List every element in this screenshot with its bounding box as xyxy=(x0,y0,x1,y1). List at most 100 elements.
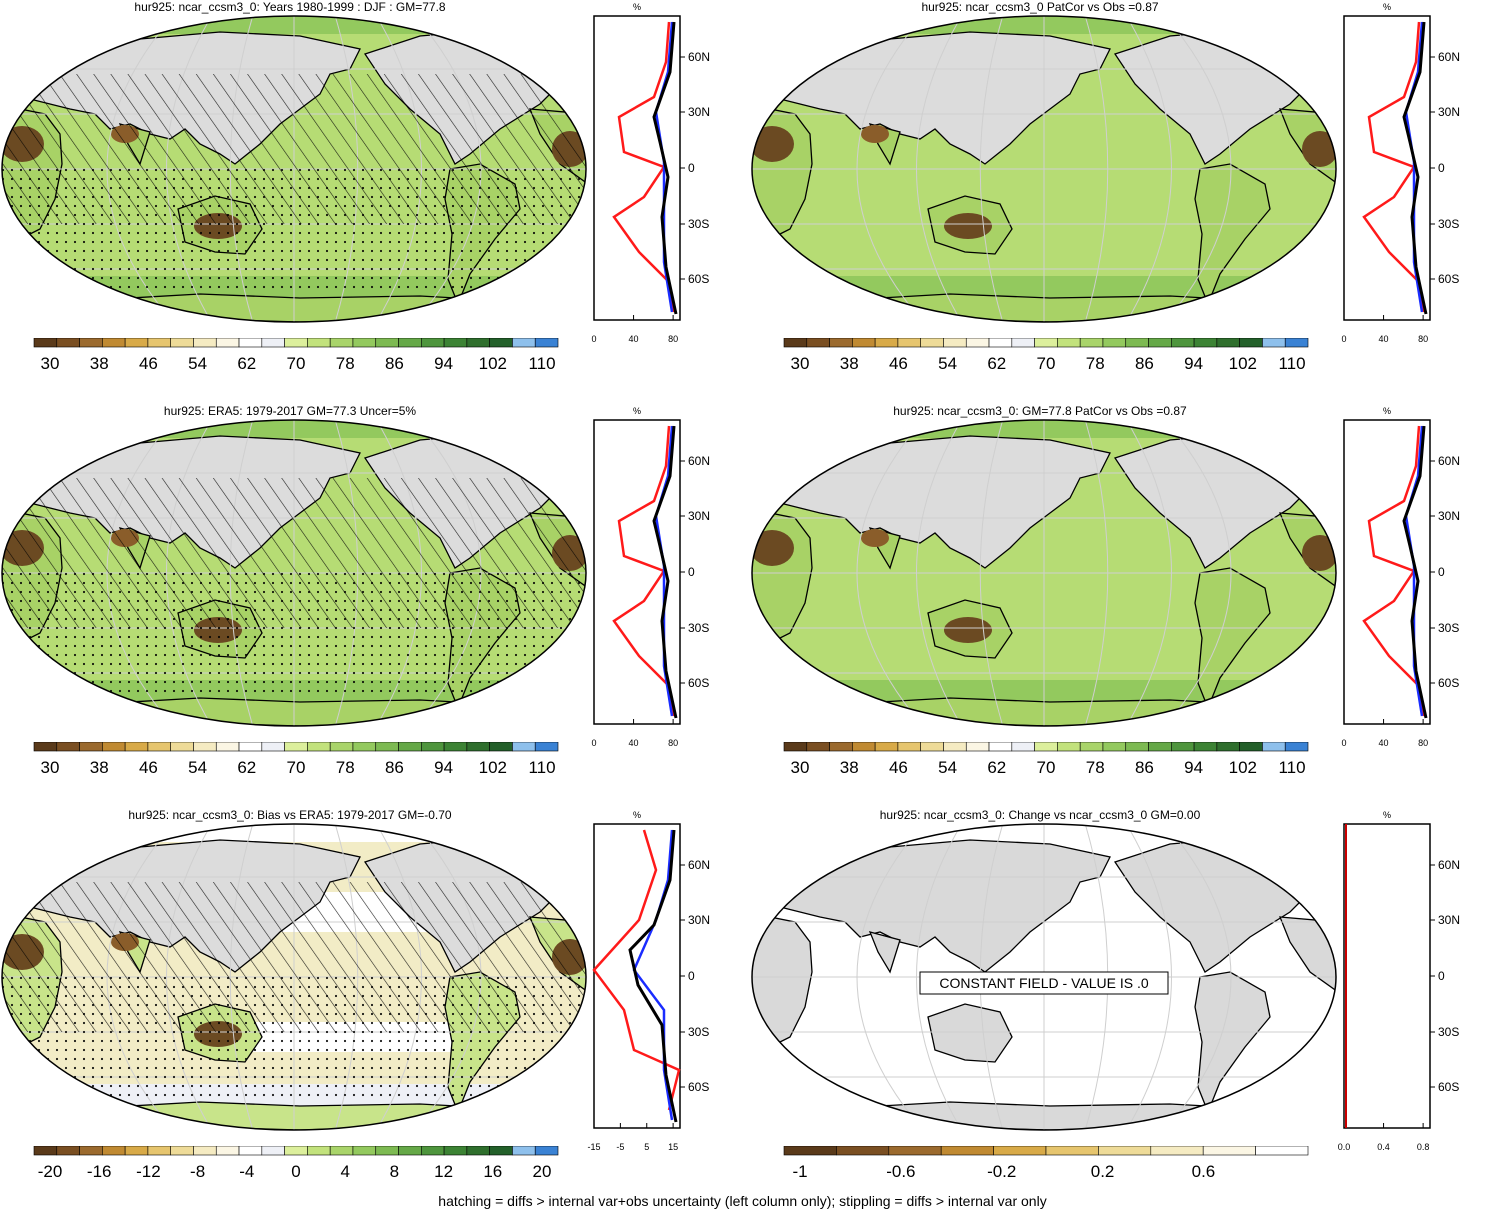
zonal-profile: % 60N 30N 0 30S 60S -15 -5 5 15 xyxy=(587,810,710,1152)
colorbar-swatch xyxy=(829,742,853,752)
colorbar-swatch xyxy=(852,338,876,348)
colorbar-label: 94 xyxy=(1184,354,1203,373)
lat-label: 30N xyxy=(1438,913,1460,927)
colorbar-swatch xyxy=(888,1146,942,1156)
colorbar-swatch xyxy=(783,742,808,752)
colorbar-swatch xyxy=(352,742,377,752)
profile-unit: % xyxy=(633,406,641,416)
map-border xyxy=(1,419,587,727)
x-tick-label: -5 xyxy=(616,1142,624,1152)
profile-unit: % xyxy=(1383,406,1391,416)
colorbar-swatch xyxy=(56,1146,80,1156)
colorbar-label: 46 xyxy=(889,758,908,777)
colorbar-swatch xyxy=(421,1146,445,1156)
lat-label: 60S xyxy=(1438,676,1459,690)
colorbar-label: 94 xyxy=(434,758,453,777)
colorbar-label: 16 xyxy=(483,1162,502,1181)
colorbar-swatch xyxy=(466,1146,490,1156)
colorbar-swatch xyxy=(806,338,830,348)
profile-black xyxy=(652,21,678,315)
colorbar-swatch xyxy=(897,338,921,348)
zonal-profile: % 60N 30N 0 30S 60S 0 40 80 xyxy=(591,406,710,748)
x-tick-label: 80 xyxy=(668,334,678,344)
colorbar: -20 -16 -12 -8 -4 0 4 8 12 16 20 xyxy=(33,1146,559,1181)
colorbar-swatch xyxy=(1034,742,1058,752)
sahara-dry-e xyxy=(1302,535,1336,571)
colorbar-label: -0.6 xyxy=(886,1162,915,1181)
colorbar-swatch xyxy=(534,338,559,348)
colorbar-swatch xyxy=(1148,338,1172,348)
colorbar-swatch xyxy=(852,742,876,752)
colorbar-swatch xyxy=(147,1146,171,1156)
colorbar-swatch xyxy=(943,338,967,348)
profile-unit: % xyxy=(633,2,641,12)
colorbar-swatch xyxy=(940,1146,994,1156)
colorbar-swatch xyxy=(102,742,126,752)
graticule xyxy=(752,824,1336,1130)
map xyxy=(751,419,1337,727)
colorbar-label: 86 xyxy=(1135,354,1154,373)
colorbar-swatch xyxy=(352,338,377,348)
land-greenland xyxy=(519,23,571,55)
x-tick-label: 80 xyxy=(1418,738,1428,748)
colorbar-swatch xyxy=(284,1146,308,1156)
graticule xyxy=(752,420,1336,726)
colorbar-swatch xyxy=(920,338,944,348)
colorbar-swatch xyxy=(806,742,830,752)
colorbar-swatch xyxy=(56,338,80,348)
colorbar-swatch xyxy=(329,338,354,348)
x-tick-label: 0.8 xyxy=(1417,1142,1430,1152)
colorbar-label: 78 xyxy=(336,758,355,777)
colorbar-swatch xyxy=(1102,338,1127,348)
colorbar-swatch xyxy=(375,338,399,348)
colorbar-label: 46 xyxy=(139,354,158,373)
colorbar-swatch xyxy=(489,1146,513,1156)
panel-title: hur925: ncar_ccsm3_0: Change vs ncar_ccs… xyxy=(879,808,1201,822)
colorbar-label: 4 xyxy=(340,1162,349,1181)
colorbar-label: 70 xyxy=(287,758,306,777)
lat-label: 60N xyxy=(1438,454,1460,468)
x-tick-label: 0 xyxy=(591,738,596,748)
land-antarctic xyxy=(809,697,1281,726)
sahara-dry xyxy=(752,126,794,162)
colorbar-swatch xyxy=(534,1146,559,1156)
stippling xyxy=(2,164,586,294)
colorbar-label: 0.6 xyxy=(1192,1162,1216,1181)
colorbar-swatch xyxy=(534,742,559,752)
colorbar-swatch xyxy=(1034,338,1058,348)
land-australia xyxy=(927,1003,1013,1063)
lat-label: 0 xyxy=(688,161,695,175)
panel-bias: hur925: ncar_ccsm3_0: Bias vs ERA5: 1979… xyxy=(0,808,742,1212)
panel-change: hur925: ncar_ccsm3_0: Change vs ncar_ccs… xyxy=(750,808,1485,1212)
colorbar-label: 78 xyxy=(1086,354,1105,373)
colorbar-label: 12 xyxy=(434,1162,453,1181)
colorbar-swatch xyxy=(79,338,103,348)
lat-label: 60S xyxy=(688,676,709,690)
profile-unit: % xyxy=(1383,810,1391,820)
land-greenland xyxy=(519,831,571,863)
lat-label: 60S xyxy=(1438,272,1459,286)
colorbar-swatch xyxy=(1284,338,1309,348)
colorbar-swatch xyxy=(943,742,967,752)
colorbar-swatch xyxy=(215,338,240,348)
colorbar-swatch xyxy=(170,742,194,752)
colorbar-label: 0 xyxy=(291,1162,300,1181)
colorbar-label: 86 xyxy=(385,758,404,777)
colorbar-swatch xyxy=(1148,742,1172,752)
zonal-profile: % 60N 30N 0 30S 60S 0 40 80 xyxy=(1341,406,1460,748)
colorbar-label: -16 xyxy=(87,1162,112,1181)
land-antarctic xyxy=(59,697,531,726)
colorbar-swatch xyxy=(1125,742,1149,752)
colorbar-swatch xyxy=(443,742,468,752)
land-antarctic xyxy=(59,1101,531,1130)
colorbar-swatch xyxy=(489,742,513,752)
colorbar-swatch xyxy=(124,338,149,348)
profile-unit: % xyxy=(1383,2,1391,12)
colorbar-label: 102 xyxy=(479,758,507,777)
map xyxy=(1,823,587,1131)
colorbar-swatch xyxy=(261,742,285,752)
colorbar-label: 62 xyxy=(987,758,1006,777)
colorbar-label: -1 xyxy=(792,1162,807,1181)
colorbar-label: 110 xyxy=(528,354,555,373)
graticule xyxy=(752,16,1336,322)
